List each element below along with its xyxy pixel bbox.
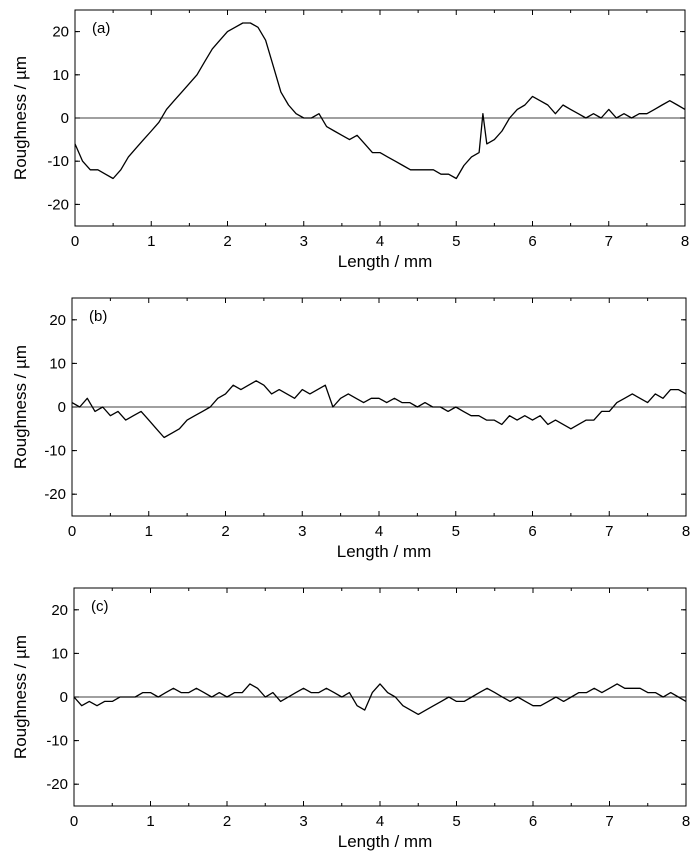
panel-label: (a) [92, 20, 110, 37]
y-tick-label: -10 [44, 443, 66, 460]
x-axis-label: Length / mm [338, 252, 433, 271]
y-tick-label: 10 [52, 67, 69, 84]
x-tick-label: 7 [605, 523, 613, 540]
x-axis-label: Length / mm [338, 832, 433, 851]
x-tick-label: 3 [299, 813, 307, 830]
x-tick-label: 2 [223, 813, 231, 830]
x-axis-label: Length / mm [337, 542, 432, 561]
y-tick-label: -20 [47, 196, 69, 213]
x-tick-label: 8 [682, 813, 690, 830]
y-tick-label: 0 [58, 399, 66, 416]
x-tick-label: 0 [70, 813, 78, 830]
y-tick-label: -20 [44, 486, 66, 503]
x-tick-label: 1 [146, 813, 154, 830]
y-tick-label: 20 [51, 602, 68, 619]
y-tick-label: 20 [52, 24, 69, 41]
chart-panel-c: 0 1 2 3 4 5 6 7 8 -20 -10 0 10 20 (c) Length / mm Roughn… [11, 587, 690, 851]
x-tick-label: 4 [375, 523, 383, 540]
chart-panel-a: 0 1 2 3 4 5 6 7 8 -20 -10 0 10 20 (a) Length / mm Roughn… [11, 9, 689, 271]
y-tick-label: 0 [61, 110, 69, 127]
y-tick-label: -20 [46, 776, 68, 793]
x-tick-label: 4 [376, 233, 384, 250]
roughness-profile-line [71, 380, 687, 439]
y-tick-label: 10 [49, 355, 66, 372]
x-tick-label: 3 [300, 233, 308, 250]
y-tick-label: 0 [60, 689, 68, 706]
panel-label: (b) [89, 308, 107, 325]
x-tick-label: 4 [376, 813, 384, 830]
roughness-profile-line [73, 683, 687, 716]
x-tick-label: 5 [452, 813, 460, 830]
x-tick-label: 0 [71, 233, 79, 250]
x-tick-label: 6 [528, 233, 536, 250]
x-tick-label: 6 [528, 523, 536, 540]
chart-panel-b: 0 1 2 3 4 5 6 7 8 -20 -10 0 10 20 (b) Length / mm Roughn… [11, 297, 690, 561]
x-tick-label: 8 [682, 523, 690, 540]
y-tick-label: 10 [51, 645, 68, 662]
x-tick-label: 2 [223, 233, 231, 250]
x-tick-label: 6 [529, 813, 537, 830]
y-axis-label: Roughness / µm [11, 345, 30, 469]
x-tick-label: 1 [145, 523, 153, 540]
x-tick-label: 1 [147, 233, 155, 250]
x-tick-label: 0 [68, 523, 76, 540]
x-tick-label: 2 [221, 523, 229, 540]
roughness-profile-line [74, 22, 686, 180]
x-tick-label: 5 [452, 523, 460, 540]
x-tick-label: 3 [298, 523, 306, 540]
y-tick-label: -10 [46, 733, 68, 750]
x-tick-label: 8 [681, 233, 689, 250]
panel-label: (c) [91, 598, 109, 615]
x-tick-label: 7 [605, 233, 613, 250]
y-tick-label: -10 [47, 153, 69, 170]
y-axis-label: Roughness / µm [11, 635, 30, 759]
x-tick-label: 5 [452, 233, 460, 250]
x-tick-label: 7 [605, 813, 613, 830]
y-axis-label: Roughness / µm [11, 56, 30, 180]
y-tick-label: 20 [49, 312, 66, 329]
